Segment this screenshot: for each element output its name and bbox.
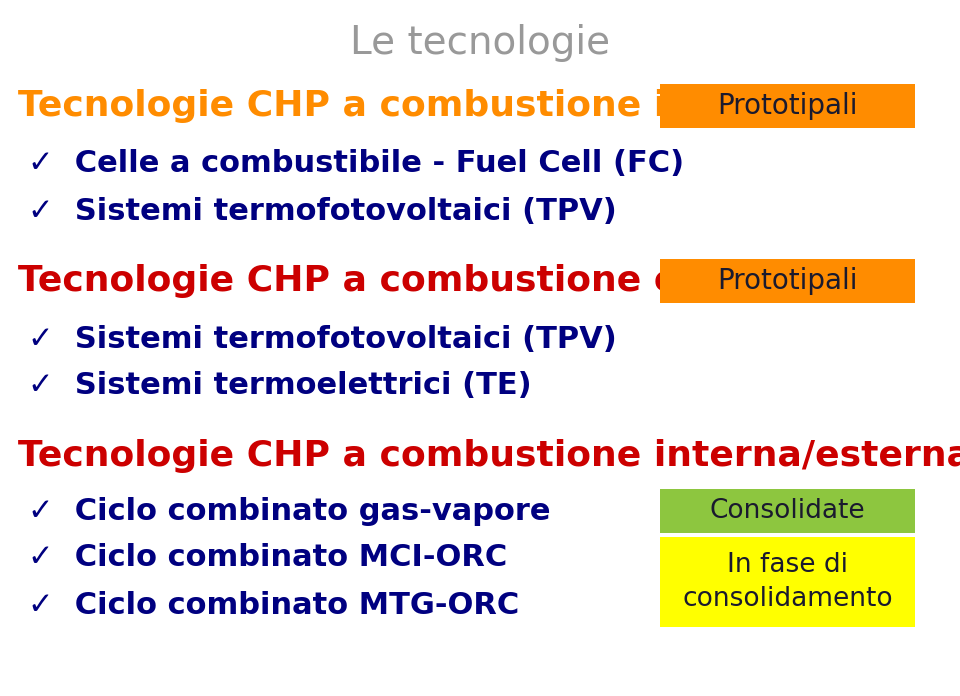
Text: Consolidate: Consolidate [709,498,865,524]
Text: Le tecnologie: Le tecnologie [350,24,610,62]
Text: In fase di
consolidamento: In fase di consolidamento [683,552,893,612]
Text: ✓  Ciclo combinato gas-vapore: ✓ Ciclo combinato gas-vapore [28,496,550,525]
Text: Tecnologie CHP a combustione interna: Tecnologie CHP a combustione interna [18,89,802,123]
FancyBboxPatch shape [660,489,915,533]
Text: ✓  Celle a combustibile - Fuel Cell (FC): ✓ Celle a combustibile - Fuel Cell (FC) [28,150,684,178]
Text: ✓  Ciclo combinato MTG-ORC: ✓ Ciclo combinato MTG-ORC [28,590,519,619]
FancyBboxPatch shape [660,259,915,303]
Text: Prototipali: Prototipali [717,92,857,120]
Text: ✓  Sistemi termoelettrici (TE): ✓ Sistemi termoelettrici (TE) [28,372,532,400]
FancyBboxPatch shape [660,84,915,128]
Text: Tecnologie CHP a combustione esterna: Tecnologie CHP a combustione esterna [18,264,809,298]
Text: ✓  Sistemi termofotovoltaici (TPV): ✓ Sistemi termofotovoltaici (TPV) [28,324,616,354]
Text: Tecnologie CHP a combustione interna/esterna: Tecnologie CHP a combustione interna/est… [18,439,960,473]
Text: ✓  Sistemi termofotovoltaici (TPV): ✓ Sistemi termofotovoltaici (TPV) [28,196,616,226]
FancyBboxPatch shape [660,537,915,627]
Text: ✓  Ciclo combinato MCI-ORC: ✓ Ciclo combinato MCI-ORC [28,544,507,573]
Text: Prototipali: Prototipali [717,267,857,295]
